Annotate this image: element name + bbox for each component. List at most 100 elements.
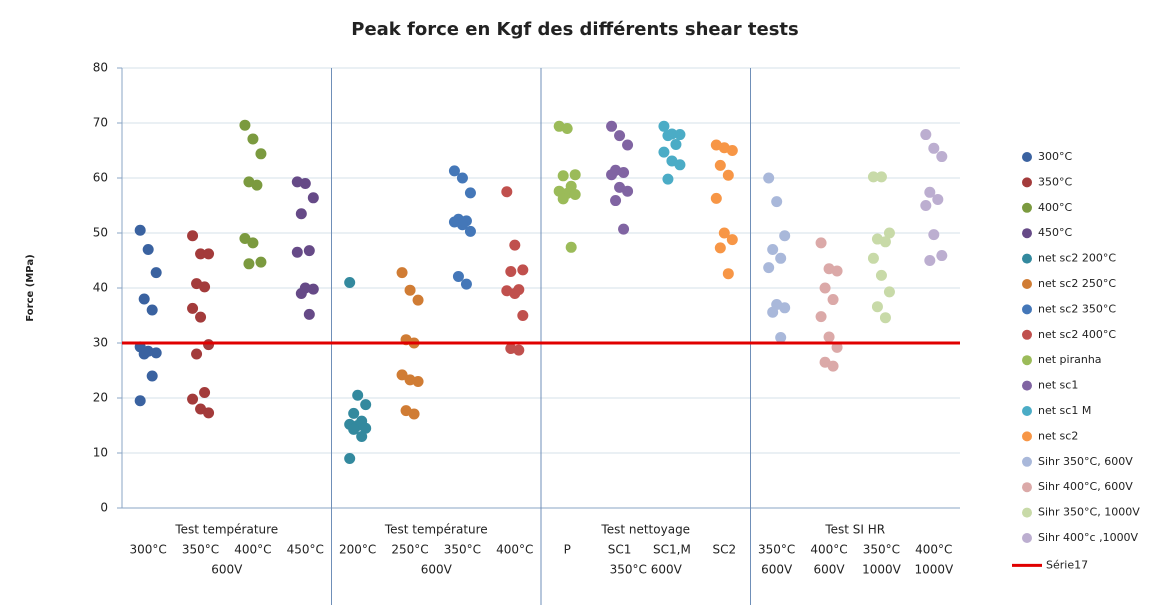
data-point [710,192,722,204]
data-point [920,200,932,211]
legend-label: net sc2 400°C [1038,328,1116,341]
data-point [509,239,521,251]
data-point [867,252,879,264]
legend-label: net piranha [1038,353,1102,366]
legend-marker [1022,329,1032,340]
x-tick-label: SC1 [608,543,632,557]
x-tick-label: 400°C [234,543,271,557]
data-point [396,267,408,279]
data-point [606,120,618,132]
y-tick-label: 60 [93,171,108,185]
data-point [767,244,779,255]
legend-marker [1022,380,1032,391]
data-point [191,348,203,360]
data-point [714,159,726,171]
legend-label: Sihr 350°C, 600V [1038,455,1133,468]
data-point [464,225,476,237]
data-point [509,288,521,299]
data-point [195,311,207,323]
legend-label: Série17 [1046,558,1088,571]
data-point [618,167,630,178]
data-point [827,360,839,372]
data-point [815,311,827,323]
x-tick-label: 250°C [391,543,428,557]
data-point [138,348,150,360]
data-point [614,130,626,142]
legend-marker [1022,482,1032,493]
data-point [255,256,267,268]
x-tick-label: 200°C [339,543,376,557]
data-point [360,399,372,411]
data-point [360,422,372,434]
data-point [138,293,150,305]
legend-marker [1022,431,1032,442]
x-tick-label: P [564,543,571,557]
data-point [303,245,315,257]
data-point [146,304,158,316]
data-point [569,189,581,200]
y-tick-label: 10 [93,446,108,460]
data-point [307,283,319,295]
data-point [920,129,932,141]
data-point [823,331,835,343]
data-point [464,187,476,199]
data-point [658,120,670,132]
data-point [404,284,416,296]
x-tick-label: 600V [761,563,793,577]
data-point [674,159,686,171]
data-point [134,395,146,407]
x-tick-label: 400°C [915,543,952,557]
y-tick-label: 30 [93,336,108,350]
data-point [291,246,303,258]
data-point [622,139,634,151]
x-tick-label: 450°C [287,543,324,557]
legend-label: Sihr 400°C, 600V [1038,480,1133,493]
data-point [251,179,263,191]
data-point [356,431,368,442]
legend-marker [1022,177,1032,188]
data-point [662,173,674,185]
data-point [239,233,251,244]
group-label: Test SI HR [824,523,885,537]
data-point [819,282,831,294]
legend-marker [1022,304,1032,315]
data-point [883,286,895,298]
data-point [622,185,634,197]
data-point [771,196,783,208]
y-tick-label: 80 [93,61,108,75]
data-point [344,277,356,288]
data-point [779,302,791,314]
data-point [295,288,307,299]
data-point [187,302,199,314]
x-tick-label: 350°C [863,543,900,557]
data-point [456,219,468,231]
data-point [928,142,940,154]
legend-label: net sc2 [1038,429,1078,442]
data-point [827,294,839,306]
data-point [932,193,944,205]
data-point [875,171,887,183]
data-point [150,347,162,359]
data-point [134,224,146,236]
x-tick-label: SC2 [712,543,736,557]
x-tick-label: SC1,M [653,543,691,557]
data-point [763,172,775,184]
chart-title: Peak force en Kgf des différents shear t… [351,19,799,40]
y-tick-label: 0 [100,501,108,515]
legend-marker [1022,355,1032,366]
data-point [517,310,529,321]
legend-marker [1022,406,1032,416]
data-point [408,408,420,420]
legend-label: net sc1 [1038,379,1078,392]
data-point [505,266,517,277]
data-point [936,151,948,163]
x-tick-label: 350°C [758,543,795,557]
data-point [569,169,581,181]
data-point [348,423,360,435]
legend-marker [1022,152,1032,162]
legend-label: 450°C [1038,226,1072,239]
x-tick-label: 400°C [496,543,533,557]
y-tick-label: 40 [93,281,108,295]
legend-label: net sc2 350°C [1038,302,1116,315]
legend-label: net sc2 200°C [1038,252,1116,265]
